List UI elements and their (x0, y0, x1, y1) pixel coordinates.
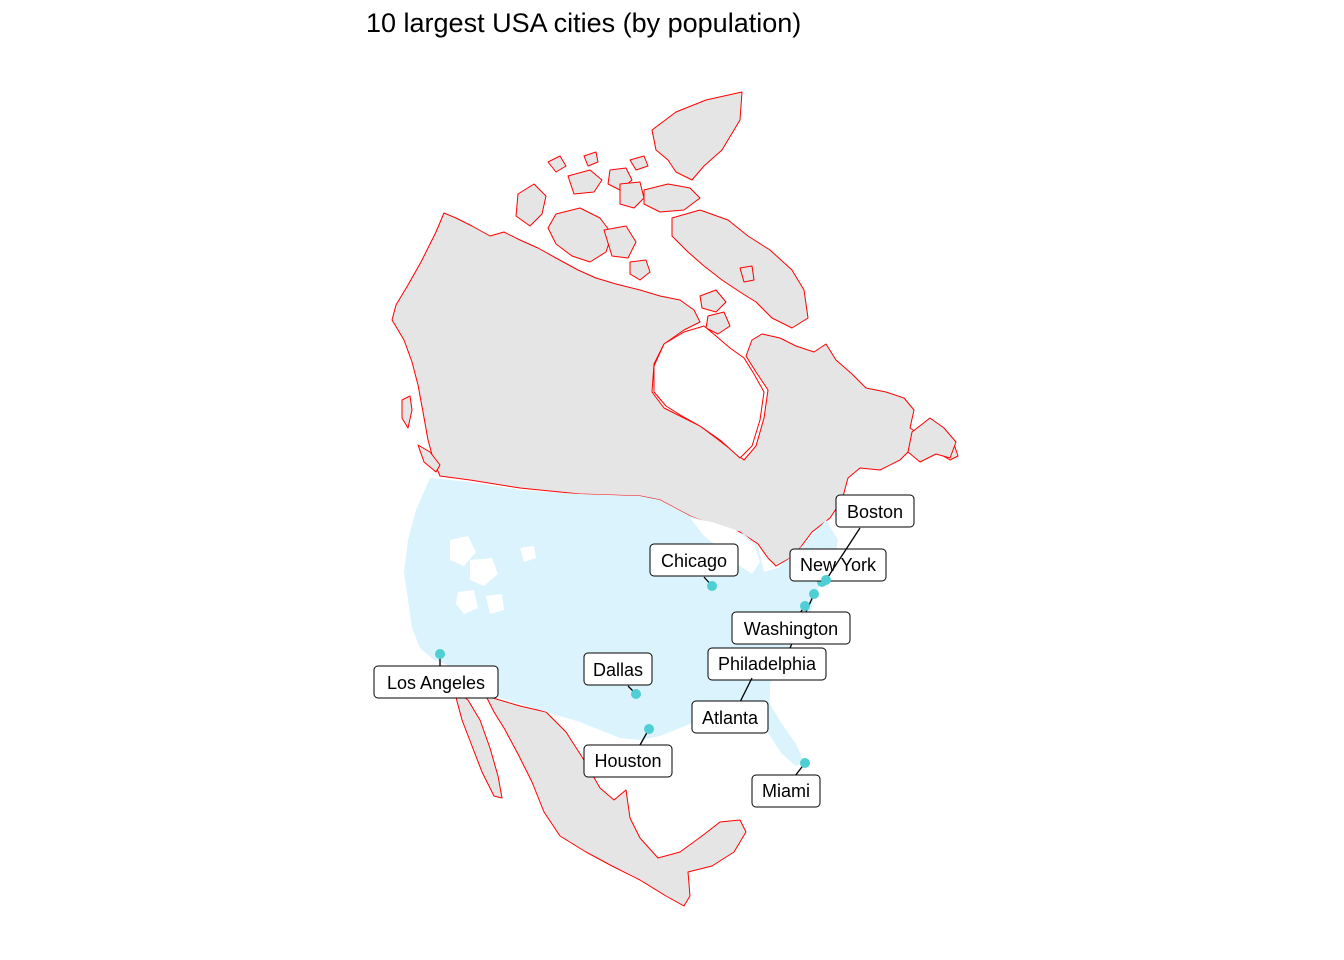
city-label: New York (800, 555, 877, 575)
map-title: 10 largest USA cities (by population) (366, 8, 802, 38)
canada-mainland (391, 212, 959, 567)
basin-hole-d (520, 546, 536, 562)
island-i (699, 289, 727, 313)
city-label-box (583, 744, 673, 778)
city-layer: New York Los Angeles Chicago Houston Phi… (373, 494, 915, 808)
city-marker[interactable]: Boston (821, 494, 915, 585)
city-marker[interactable]: Houston (583, 724, 673, 778)
great-salt-lake (450, 536, 476, 566)
island-e (629, 259, 651, 281)
bc-coast (401, 395, 413, 429)
city-point[interactable] (800, 758, 810, 768)
basin-hole-b (456, 590, 478, 614)
city-label-box (373, 665, 499, 699)
devon-island (643, 183, 701, 213)
city-label: Dallas (593, 660, 643, 680)
mexico (485, 695, 747, 907)
city-marker[interactable]: Washington (731, 601, 851, 645)
city-marker[interactable]: Los Angeles (373, 649, 499, 699)
city-marker[interactable]: Philadelphia (707, 589, 827, 681)
city-point[interactable] (800, 601, 810, 611)
city-point[interactable] (809, 589, 819, 599)
island-c (619, 181, 645, 209)
city-label-box (707, 647, 827, 681)
land-layer (391, 91, 959, 907)
victoria-island (547, 207, 613, 263)
baja-california (453, 689, 503, 799)
island-f (547, 155, 567, 173)
city-label: Houston (594, 751, 661, 771)
island-victoria (417, 444, 441, 473)
city-label-box (731, 611, 851, 645)
southampton-island (705, 311, 731, 335)
city-label: Atlanta (702, 708, 759, 728)
city-label-box (691, 700, 769, 734)
basin-hole-c (486, 594, 504, 614)
city-label-box (583, 652, 653, 686)
newfoundland (907, 417, 957, 463)
island-h (629, 155, 649, 171)
city-label: Boston (847, 502, 903, 522)
city-label: Los Angeles (387, 673, 485, 693)
city-label: Philadelphia (718, 654, 817, 674)
city-marker[interactable]: Chicago (649, 543, 739, 591)
leader-line (825, 527, 861, 581)
city-label-box (751, 774, 821, 808)
island-j (739, 265, 755, 283)
basin-hole-a (470, 558, 498, 586)
island-a (567, 169, 603, 195)
banks-island (515, 183, 547, 227)
island-d (603, 225, 637, 259)
city-label-box (789, 548, 887, 582)
ellesmere-island (651, 91, 743, 181)
city-label: Washington (744, 619, 838, 639)
city-marker[interactable]: Atlanta (691, 677, 769, 734)
city-marker[interactable]: Miami (751, 758, 821, 808)
hudson-bay (653, 325, 765, 459)
city-point[interactable] (435, 649, 445, 659)
city-point[interactable] (707, 581, 717, 591)
city-label: Chicago (661, 551, 727, 571)
city-label-box (835, 494, 915, 528)
city-label: Miami (762, 781, 810, 801)
city-marker[interactable]: Dallas (583, 652, 653, 699)
leader-line (739, 677, 753, 703)
island-g (583, 151, 599, 167)
city-marker[interactable]: New York (789, 548, 887, 587)
city-point[interactable] (631, 689, 641, 699)
city-label-box (649, 543, 739, 577)
city-point[interactable] (821, 575, 831, 585)
city-point[interactable] (644, 724, 654, 734)
